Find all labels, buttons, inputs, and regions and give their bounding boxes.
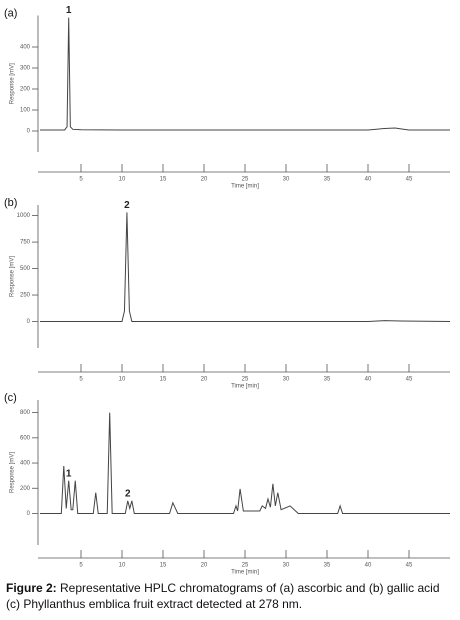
x-tick-label: 20	[201, 177, 208, 183]
y-axis-label: Response [mV]	[10, 256, 16, 297]
y-tick-label: 400	[20, 461, 31, 467]
x-tick-label: 30	[283, 177, 290, 183]
y-tick-label: 200	[20, 486, 31, 492]
y-tick-label: 0	[27, 129, 31, 135]
panel-label: (a)	[4, 7, 17, 19]
panel-label: (c)	[4, 392, 17, 404]
x-tick-label: 35	[324, 377, 331, 383]
x-tick-label: 15	[160, 177, 167, 183]
y-tick-label: 400	[20, 45, 31, 51]
y-tick-label: 0	[27, 511, 31, 517]
x-tick-label: 35	[324, 563, 331, 569]
x-tick-label: 30	[283, 563, 290, 569]
y-tick-label: 200	[20, 87, 31, 93]
x-tick-label: 30	[283, 377, 290, 383]
y-tick-label: 0	[27, 319, 31, 325]
x-tick-label: 15	[160, 563, 167, 569]
x-tick-label: 45	[406, 177, 413, 183]
y-tick-label: 750	[20, 240, 31, 246]
y-tick-label: 600	[20, 435, 31, 441]
peak-label: 1	[66, 468, 72, 479]
x-tick-label: 10	[119, 177, 126, 183]
y-tick-label: 250	[20, 293, 31, 299]
x-tick-label: 40	[365, 377, 372, 383]
y-tick-label: 800	[20, 410, 31, 416]
x-tick-label: 40	[365, 177, 372, 183]
peak-label: 1	[66, 5, 72, 16]
y-tick-label: 300	[20, 66, 31, 72]
caption: Figure 2: Representative HPLC chromatogr…	[6, 580, 454, 612]
panel-label: (b)	[4, 197, 17, 209]
y-axis-label: Response [mV]	[10, 452, 16, 493]
trace	[40, 17, 450, 131]
peak-label: 2	[124, 200, 130, 211]
x-axis-label: Time [min]	[231, 184, 259, 190]
y-axis-label: Response [mV]	[10, 63, 16, 104]
x-axis-label: Time [min]	[231, 570, 259, 576]
x-tick-label: 5	[79, 563, 83, 569]
x-tick-label: 25	[242, 177, 249, 183]
x-tick-label: 25	[242, 563, 249, 569]
x-axis-label: Time [min]	[231, 384, 259, 390]
x-tick-label: 20	[201, 563, 208, 569]
caption-text: Representative HPLC chromatograms of (a)…	[6, 581, 440, 611]
x-tick-label: 35	[324, 177, 331, 183]
caption-label: Figure 2:	[6, 581, 57, 595]
x-tick-label: 5	[79, 177, 83, 183]
trace	[40, 412, 450, 514]
x-tick-label: 10	[119, 377, 126, 383]
x-tick-label: 25	[242, 377, 249, 383]
x-tick-label: 15	[160, 377, 167, 383]
y-tick-label: 100	[20, 108, 31, 114]
x-tick-label: 10	[119, 563, 126, 569]
y-tick-label: 500	[20, 266, 31, 272]
x-tick-label: 5	[79, 377, 83, 383]
x-tick-label: 45	[406, 377, 413, 383]
y-tick-label: 1000	[17, 213, 31, 219]
trace	[40, 212, 451, 323]
x-tick-label: 45	[406, 563, 413, 569]
x-tick-label: 40	[365, 563, 372, 569]
peak-label: 2	[125, 489, 131, 500]
x-tick-label: 20	[201, 377, 208, 383]
